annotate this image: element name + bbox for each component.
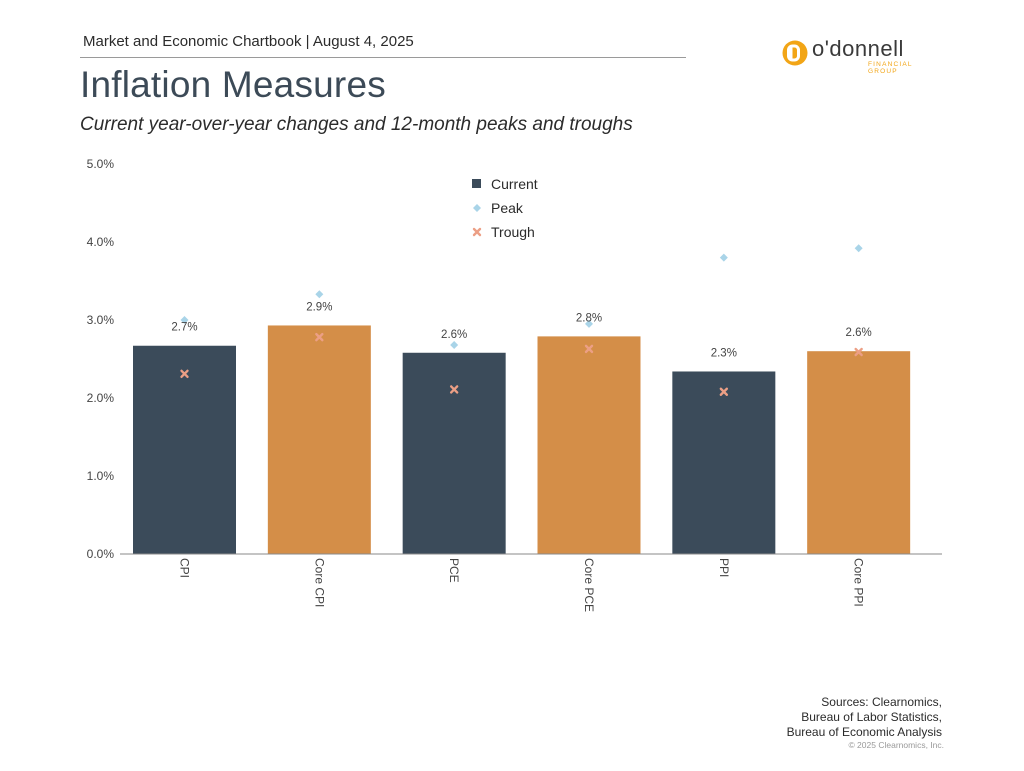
legend-item-peak: Peak	[473, 200, 524, 216]
sources-line-3: Bureau of Economic Analysis	[786, 725, 942, 739]
legend-swatch-current	[472, 179, 481, 188]
markers-layer	[180, 244, 863, 396]
y-tick-label: 0.0%	[87, 547, 115, 561]
y-tick-label: 4.0%	[87, 235, 115, 249]
logo-mark-icon	[782, 40, 808, 66]
legend-label-peak: Peak	[491, 200, 524, 216]
header-divider	[80, 57, 686, 58]
y-tick-label: 5.0%	[87, 157, 115, 171]
trough-marker	[719, 387, 729, 396]
trough-marker	[449, 385, 459, 394]
data-label: 2.6%	[441, 329, 467, 341]
y-axis: 0.0% 1.0% 2.0% 3.0% 4.0% 5.0%	[87, 157, 115, 561]
legend-item-trough: Trough	[472, 224, 535, 240]
legend-item-current: Current	[472, 176, 538, 192]
x-tick-label: PCE	[447, 558, 461, 583]
y-tick-label: 2.0%	[87, 391, 115, 405]
x-tick-label: Core PCE	[582, 558, 596, 612]
copyright-note: © 2025 Clearnomics, Inc.	[848, 740, 944, 750]
chartbook-header: Market and Economic Chartbook | August 4…	[83, 33, 414, 50]
legend-label-current: Current	[491, 176, 538, 192]
x-tick-label: Core PPI	[852, 558, 866, 607]
sources-line-2: Bureau of Labor Statistics,	[801, 710, 942, 724]
x-tick-label: CPI	[178, 558, 192, 578]
sources-line-1: Sources: Clearnomics,	[821, 695, 942, 709]
chart-title: Inflation Measures	[80, 64, 386, 105]
company-logo: o'donnell FINANCIAL GROUP	[782, 36, 942, 75]
sources-note: Sources: Clearnomics, Bureau of Labor St…	[787, 695, 942, 740]
y-tick-label: 3.0%	[87, 313, 115, 327]
data-label: 2.3%	[711, 347, 737, 359]
peak-marker	[719, 253, 728, 262]
bar-core-pce	[537, 336, 641, 554]
peak-marker	[450, 340, 459, 349]
bar-ppi	[672, 371, 776, 554]
x-tick-label: PPI	[717, 558, 731, 577]
bar-core-cpi	[267, 325, 371, 554]
data-labels-layer: 2.7% 2.9% 2.6% 2.8% 2.3% 2.6%	[171, 301, 871, 359]
logo-subtitle: FINANCIAL GROUP	[868, 61, 913, 75]
data-label: 2.7%	[171, 322, 197, 334]
peak-marker	[180, 316, 189, 324]
legend-label-trough: Trough	[491, 224, 535, 240]
legend: Current Peak Trough	[472, 176, 538, 240]
trough-marker	[584, 344, 594, 354]
chart-subtitle: Current year-over-year changes and 12-mo…	[80, 114, 633, 135]
peak-marker	[854, 244, 863, 253]
data-label: 2.6%	[846, 327, 872, 339]
legend-swatch-trough	[472, 227, 482, 237]
logo-name: o'donnell	[812, 36, 904, 61]
bars-layer	[133, 325, 911, 554]
data-label: 2.8%	[576, 312, 602, 324]
trough-marker	[854, 347, 863, 357]
trough-marker	[180, 369, 189, 379]
y-tick-label: 1.0%	[87, 469, 115, 483]
legend-swatch-peak	[473, 204, 481, 212]
x-tick-label: Core CPI	[312, 558, 326, 607]
bar-core-ppi	[807, 351, 911, 554]
bar-cpi	[133, 345, 236, 554]
data-label: 2.9%	[306, 301, 332, 313]
peak-marker	[315, 290, 324, 299]
peak-marker	[585, 319, 593, 328]
x-axis: CPI Core CPI PCE Core PCE PPI Core PPI	[120, 553, 942, 612]
bar-pce	[402, 352, 506, 554]
trough-marker	[315, 332, 324, 342]
